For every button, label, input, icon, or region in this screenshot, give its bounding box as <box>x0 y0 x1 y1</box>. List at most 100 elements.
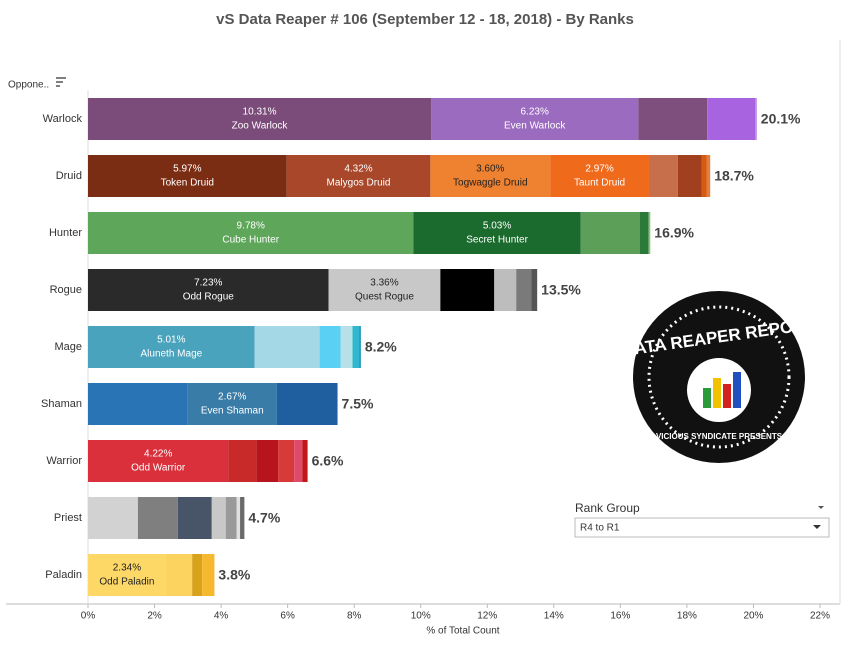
bar-segment <box>550 155 649 197</box>
segment-value-label: 4.22% <box>144 449 172 460</box>
category-label: Warrior <box>46 455 82 467</box>
segment-name-label: Quest Rogue <box>355 292 414 303</box>
logo-icon <box>733 372 741 408</box>
x-tick-label: 12% <box>477 611 497 622</box>
category-label: Paladin <box>45 569 82 581</box>
bar-segment <box>88 269 329 311</box>
category-label: Priest <box>54 512 82 524</box>
bar-segment <box>516 269 532 311</box>
segment-name-label: Malygos Druid <box>327 178 391 189</box>
x-tick-label: 22% <box>810 611 830 622</box>
total-label: 18.7% <box>714 168 754 184</box>
logo: DATA REAPER REPORT VICIOUS SYNDICATE PRE… <box>621 291 817 463</box>
segment-value-label: 5.03% <box>483 221 511 232</box>
segment-name-label: Secret Hunter <box>466 235 528 246</box>
bar-segment <box>706 155 711 197</box>
bar-segment <box>137 497 178 539</box>
chart-title: vS Data Reaper # 106 (September 12 - 18,… <box>216 11 634 28</box>
x-tick-label: 18% <box>677 611 697 622</box>
bar-segment <box>240 497 245 539</box>
total-label: 7.5% <box>342 396 374 412</box>
category-label: Mage <box>54 341 82 353</box>
segment-value-label: 5.01% <box>157 335 185 346</box>
total-label: 20.1% <box>761 111 801 127</box>
logo-icon <box>723 384 731 408</box>
bar-segment <box>88 98 432 140</box>
bar-segment <box>648 155 678 197</box>
x-tick-label: 6% <box>280 611 295 622</box>
segment-value-label: 7.23% <box>194 278 222 289</box>
bar-segment <box>413 212 581 254</box>
bar-segment <box>88 554 166 596</box>
filter-menu[interactable] <box>818 506 824 509</box>
bar-segment <box>352 326 360 368</box>
logo-icon <box>713 378 721 408</box>
bar-segment <box>638 98 708 140</box>
bar-segment <box>187 383 277 425</box>
bar-segment <box>701 155 707 197</box>
bar-segment <box>328 269 441 311</box>
bar-segment <box>319 326 341 368</box>
bar-segment <box>580 212 640 254</box>
segment-name-label: Odd Warrior <box>131 463 186 474</box>
bar-segment <box>88 383 188 425</box>
bar-segment <box>278 440 295 482</box>
filter-label: Rank Group <box>575 501 640 515</box>
x-tick-label: 10% <box>411 611 431 622</box>
category-label: Shaman <box>41 398 82 410</box>
bar-segment <box>254 326 320 368</box>
total-label: 13.5% <box>541 282 581 298</box>
x-tick-label: 4% <box>214 611 229 622</box>
bar-segment <box>88 497 138 539</box>
bar-segment <box>202 554 215 596</box>
bar-segment <box>225 497 237 539</box>
segment-value-label: 9.78% <box>237 221 265 232</box>
total-label: 3.8% <box>218 567 250 583</box>
bar-segment <box>165 554 193 596</box>
category-label: Druid <box>56 170 82 182</box>
bar-segment <box>88 440 229 482</box>
dropdown-box <box>574 517 830 538</box>
bar-segment <box>256 440 279 482</box>
logo-subtitle: VICIOUS SYNDICATE PRESENTS <box>656 432 783 441</box>
bar-segment <box>359 326 361 368</box>
segment-value-label: 2.34% <box>113 563 141 574</box>
bar-segment <box>531 269 538 311</box>
total-label: 4.7% <box>248 510 280 526</box>
segment-name-label: Aluneth Mage <box>140 349 202 360</box>
bar-segment <box>211 497 226 539</box>
row-header: Oppone.. <box>8 80 49 91</box>
segment-name-label: Taunt Druid <box>574 178 625 189</box>
logo-ring <box>647 305 791 449</box>
sort-icon[interactable] <box>56 77 66 87</box>
bar-segment <box>177 497 212 539</box>
dropdown-value: R4 to R1 <box>580 523 620 534</box>
segment-name-label: Cube Hunter <box>222 235 279 246</box>
category-label: Hunter <box>49 227 82 239</box>
bar-segment <box>430 155 551 197</box>
bar-segment <box>88 212 414 254</box>
x-tick-label: 20% <box>743 611 763 622</box>
segment-value-label: 10.31% <box>243 107 277 118</box>
segment-value-label: 3.36% <box>370 278 398 289</box>
bar-segment <box>302 440 308 482</box>
logo-icon <box>703 388 711 408</box>
bar-segment <box>431 98 639 140</box>
segment-value-label: 5.97% <box>173 164 201 175</box>
bar-segment <box>340 326 353 368</box>
segment-name-label: Odd Paladin <box>99 577 154 588</box>
x-tick-label: 0% <box>81 611 96 622</box>
bar-segment <box>88 326 255 368</box>
total-label: 6.6% <box>312 453 344 469</box>
bar-segment <box>639 212 649 254</box>
bar-segment <box>192 554 203 596</box>
x-tick-label: 14% <box>544 611 564 622</box>
segment-name-label: Even Warlock <box>504 121 566 132</box>
total-label: 16.9% <box>654 225 694 241</box>
segment-value-label: 4.32% <box>344 164 372 175</box>
filter-dropdown[interactable]: R4 to R1 <box>574 517 830 538</box>
category-label: Warlock <box>43 113 83 125</box>
bar-segment <box>648 212 651 254</box>
x-tick-label: 8% <box>347 611 362 622</box>
